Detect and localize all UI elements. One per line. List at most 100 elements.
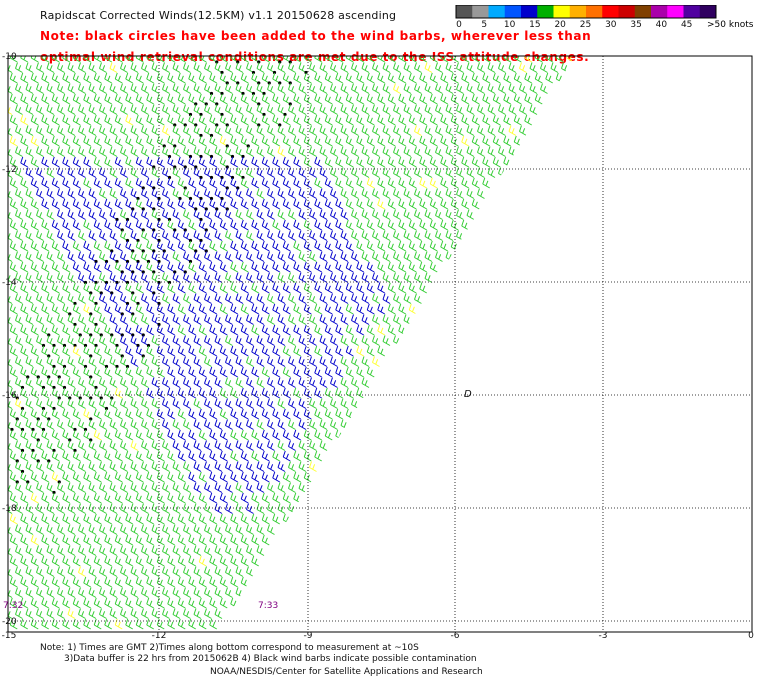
wind-barb [324,93,333,105]
wind-barb [9,156,18,168]
wind-barb [345,366,354,378]
wind-barb [461,198,469,210]
wind-barb [62,240,70,252]
wind-barb [88,209,97,220]
wind-barb [288,335,296,346]
contamination-dot [83,343,88,348]
wind-barb [125,135,133,147]
wind-barb [372,83,380,94]
contamination-dot [83,427,88,432]
wind-barb [277,335,286,346]
wind-barb [366,156,375,168]
legend-tick-label: 30 [605,20,617,30]
wind-barb [93,156,102,168]
wind-barb [88,146,97,157]
contamination-dot [230,154,235,159]
wind-barb [219,534,228,546]
wind-barb [214,440,223,451]
wind-barb [57,230,65,241]
wind-barb [114,618,123,630]
wind-barb [277,440,286,451]
wind-barb [104,387,114,400]
wind-barb [177,492,186,504]
wind-barb [435,125,443,136]
wind-barb [298,125,307,136]
wind-barb [146,93,154,105]
wind-barb [251,555,259,567]
wind-barb [214,419,223,430]
wind-barb [188,93,198,106]
wind-barb [193,335,202,346]
wind-barb [141,566,149,577]
wind-barb [9,618,18,630]
wind-barb [51,618,60,630]
wind-barb [209,450,217,462]
wind-barb [508,83,517,94]
wind-barb [93,324,103,337]
wind-barb [261,72,271,85]
wind-barb [30,93,39,105]
wind-barb [230,597,238,609]
wind-barb [62,408,70,420]
wind-barb [282,198,291,210]
contamination-dot [194,165,198,169]
wind-barb [345,198,354,210]
contamination-dot [68,312,72,316]
wind-barb [277,314,286,325]
wind-barb [93,366,102,378]
wind-barb [209,72,217,84]
wind-barb [204,293,212,304]
wind-barb [183,377,191,388]
wind-barb [15,503,23,514]
wind-barb [20,387,28,399]
wind-barb [193,566,202,577]
wind-barb [382,188,391,199]
wind-barb [377,345,385,357]
wind-barb [461,56,469,63]
wind-barb [99,503,107,514]
wind-barb [114,303,124,316]
wind-barb [382,230,391,241]
wind-barb [377,56,385,63]
contamination-dot [47,417,51,421]
wind-barb [387,177,396,189]
wind-barb [440,240,448,252]
wind-barb [9,198,18,210]
wind-barb [88,314,98,327]
wind-barb [183,314,191,325]
wind-barb [288,188,296,199]
legend-swatch [504,5,522,18]
wind-barb [214,125,223,136]
contamination-dot [257,81,261,85]
legend-swatch [488,5,506,18]
wind-barb [114,450,123,462]
wind-barb [256,314,265,325]
contamination-dot [220,175,224,180]
wind-barb [204,566,212,577]
wind-barb [135,198,145,211]
wind-barb [513,72,522,84]
contamination-dot [167,175,172,180]
wind-barb [36,398,46,411]
wind-barb [46,587,55,598]
wind-barb [130,503,139,514]
wind-barb [78,461,86,472]
wind-barb [20,240,28,252]
wind-barb [424,188,433,199]
wind-barb [261,56,270,63]
contamination-dot [209,133,214,138]
wind-barb [230,492,238,504]
wind-barb [361,104,370,115]
wind-barb [240,471,249,483]
wind-barb [125,156,133,168]
lon-label-9: -9 [303,631,313,641]
wind-barb [282,429,291,441]
wind-barb [93,492,102,504]
wind-barb [141,146,149,157]
contamination-dot [26,480,30,484]
wind-barb [88,104,97,115]
contamination-dot [173,144,177,148]
wind-barb [141,356,149,367]
wind-barb [46,440,56,453]
